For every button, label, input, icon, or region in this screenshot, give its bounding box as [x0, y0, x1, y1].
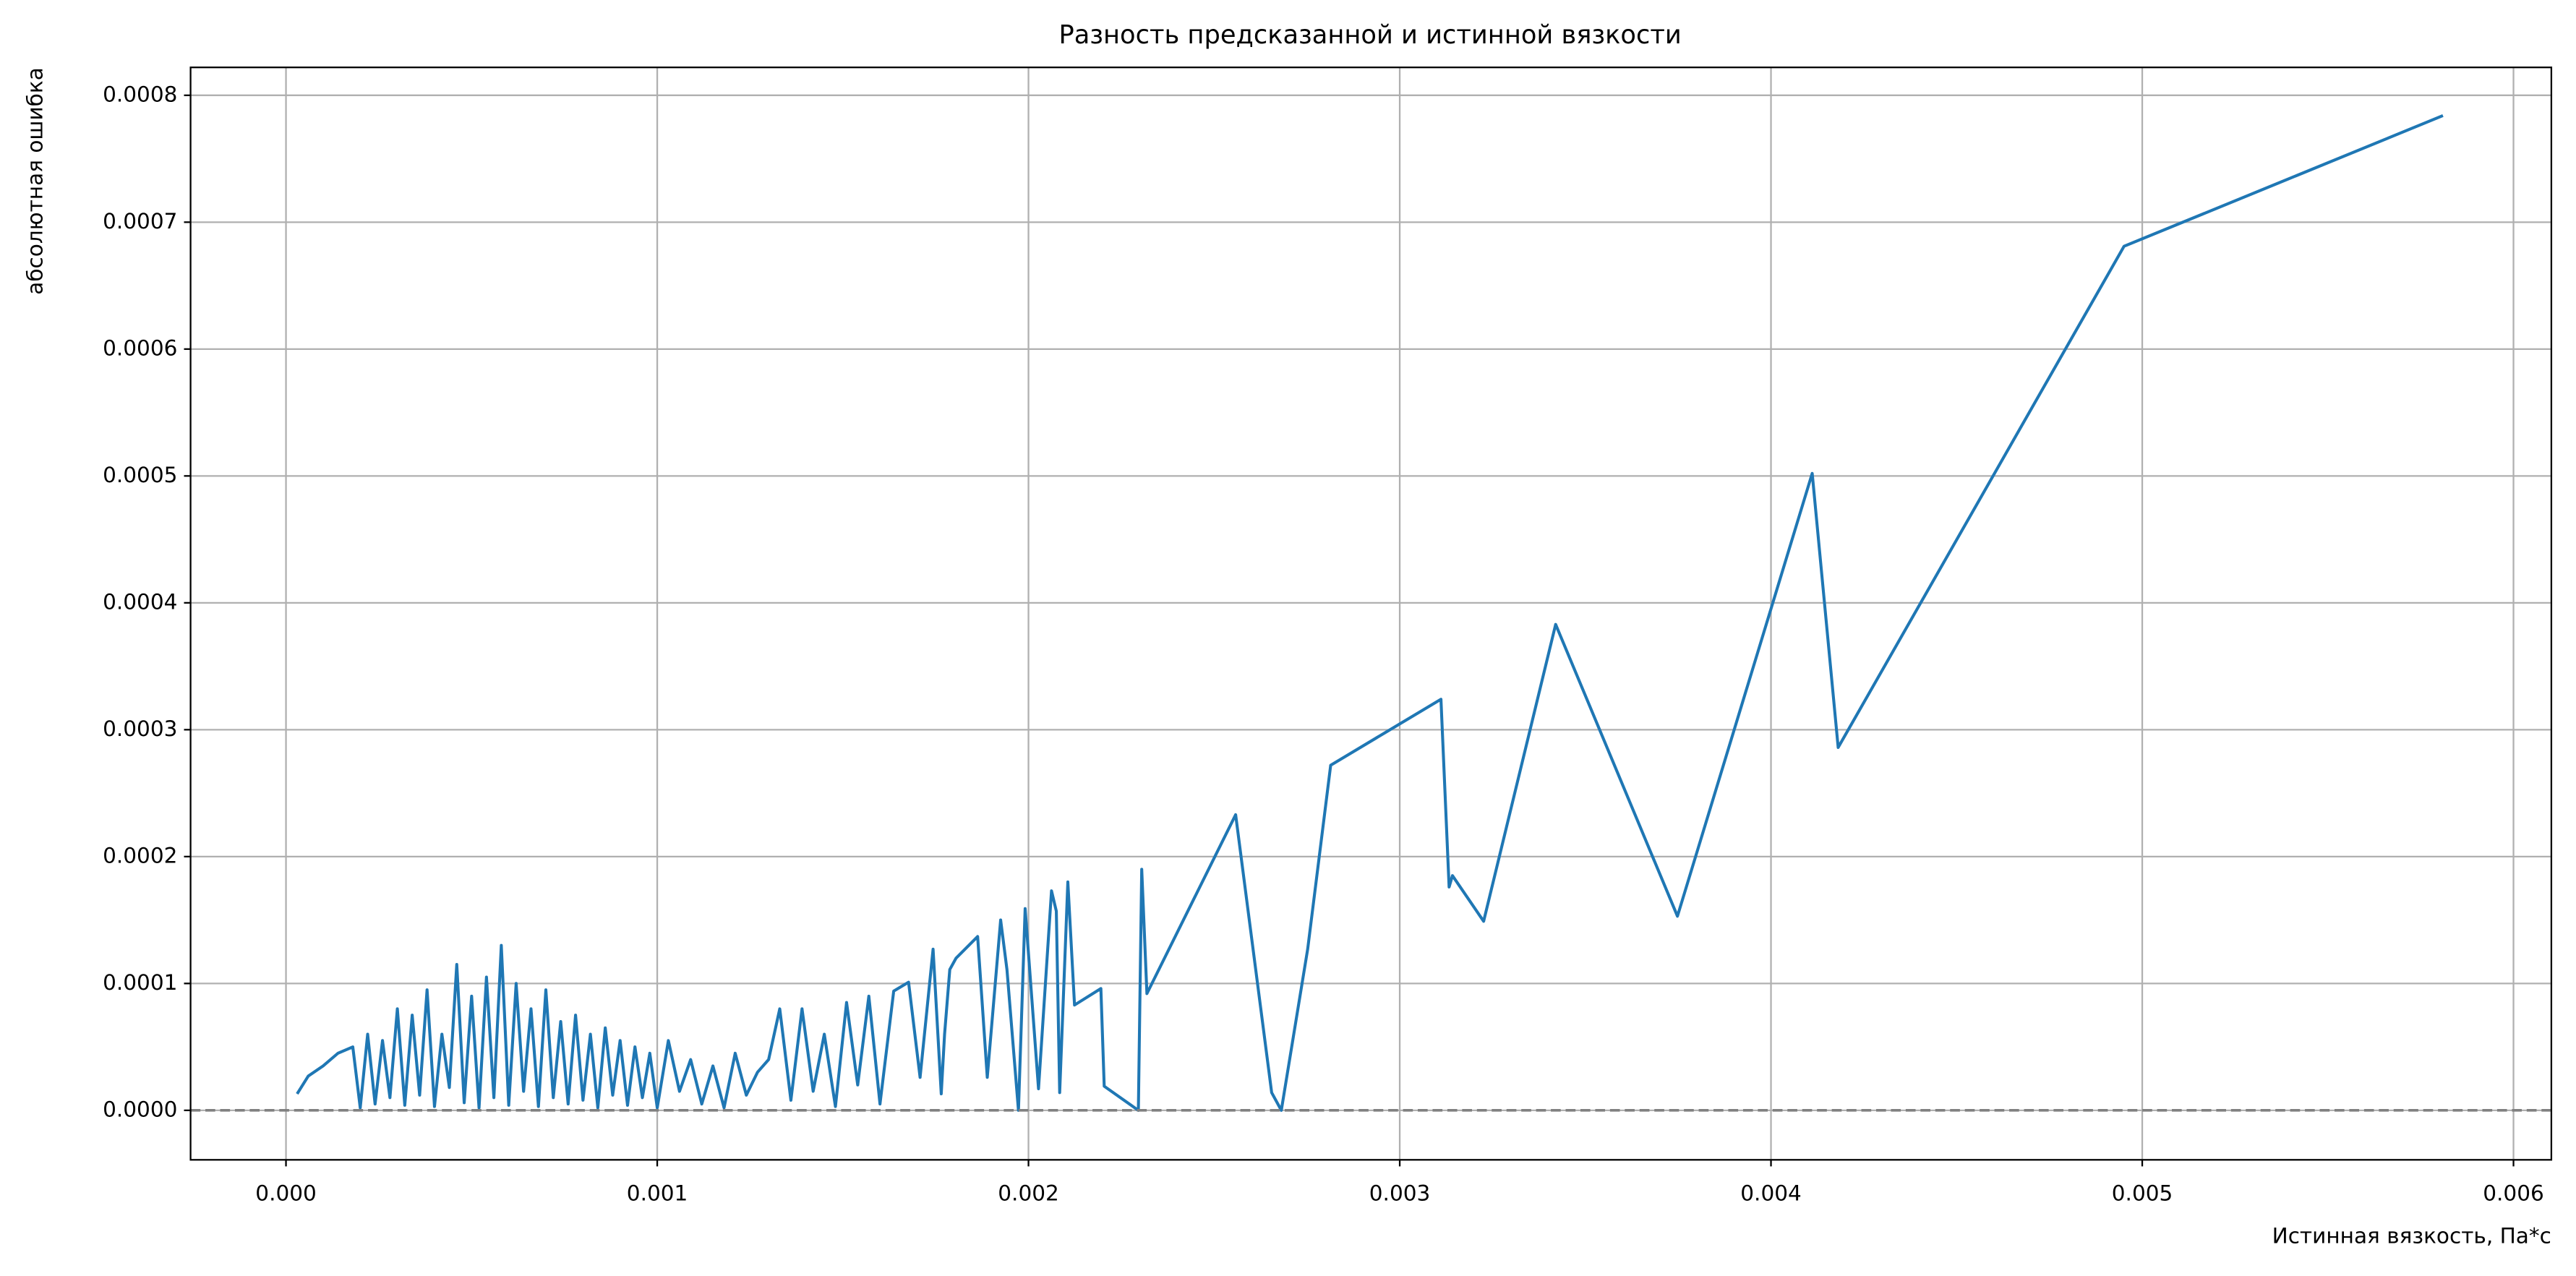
y-tick-label: 0.0003: [103, 716, 177, 741]
y-axis-label: абсолютная ошибка: [22, 67, 47, 295]
x-tick-label: 0.006: [2483, 1181, 2544, 1206]
x-tick-label: 0.001: [627, 1181, 688, 1206]
plot-frame: [189, 67, 2553, 1161]
y-tick-label: 0.0005: [103, 463, 177, 487]
y-tick-label: 0.0004: [103, 589, 177, 614]
y-tick-label: 0.0006: [103, 335, 177, 360]
x-tick-label: 0.002: [998, 1181, 1059, 1206]
y-tick-label: 0.0000: [103, 1097, 177, 1121]
data-line: [296, 114, 2444, 1112]
x-tick-label: 0.003: [1369, 1181, 1431, 1206]
x-tick-label: 0.005: [2112, 1181, 2173, 1206]
chart-title: Разность предсказанной и истинной вязкос…: [1058, 20, 1681, 50]
y-tick-label: 0.0002: [103, 843, 177, 868]
y-tick-label: 0.0008: [103, 82, 177, 106]
x-tick-label: 0.004: [1740, 1181, 1802, 1206]
y-tick-label: 0.0001: [103, 970, 177, 995]
y-tick-label: 0.0007: [103, 209, 177, 234]
x-tick-label: 0.000: [255, 1181, 317, 1206]
x-axis-label: Истинная вязкость, Па*с: [2272, 1224, 2551, 1249]
